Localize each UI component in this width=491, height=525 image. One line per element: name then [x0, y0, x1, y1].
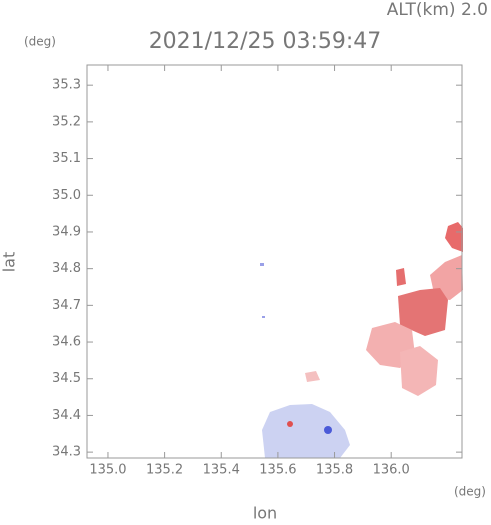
x-tick-label: 136.0	[373, 463, 410, 478]
y-tick-label: 34.4	[52, 408, 81, 423]
y-tick-label: 34.3	[52, 445, 81, 460]
x-tick-label: 135.0	[89, 463, 126, 478]
y-unit: (deg)	[24, 35, 56, 49]
echo	[262, 404, 350, 458]
echo	[262, 316, 265, 318]
y-tick-label: 34.5	[52, 371, 81, 386]
y-tick-label: 35.0	[52, 188, 81, 203]
echo	[445, 222, 463, 252]
echo	[324, 426, 332, 434]
y-tick-label: 34.8	[52, 261, 81, 276]
plot-frame	[86, 64, 463, 459]
y-tick-label: 34.9	[52, 224, 81, 239]
x-tick-label: 135.2	[146, 463, 183, 478]
x-tick-label: 135.4	[203, 463, 240, 478]
x-tick-label: 135.8	[316, 463, 353, 478]
echo	[260, 263, 264, 266]
echo	[400, 346, 438, 396]
y-axis-label: lat	[0, 252, 19, 273]
radar-echoes	[260, 222, 463, 458]
echo	[287, 421, 293, 427]
y-tick-label: 34.7	[52, 298, 81, 313]
y-tick-label: 35.2	[52, 114, 81, 129]
x-axis-label: lon	[253, 504, 277, 522]
altitude-label: ALT(km) 2.0	[387, 0, 488, 20]
x-tick-label: 135.6	[259, 463, 296, 478]
y-tick-label: 34.6	[52, 335, 81, 350]
echo	[305, 371, 320, 382]
y-tick-label: 35.1	[52, 151, 81, 166]
echo	[398, 288, 448, 336]
y-tick-label: 35.3	[52, 78, 81, 93]
chart-title: 2021/12/25 03:59:47	[149, 29, 382, 54]
echo	[396, 268, 406, 286]
x-unit: (deg)	[454, 485, 486, 499]
